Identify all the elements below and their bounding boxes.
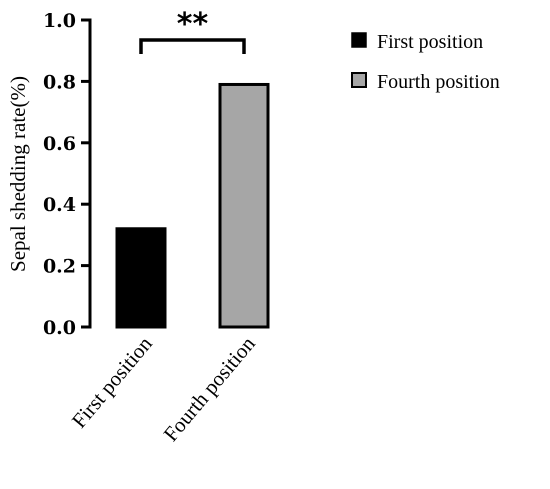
- significance-line: [139, 38, 246, 54]
- y-tick-label: 0.0: [43, 317, 76, 339]
- significance-bracket: **: [139, 7, 246, 54]
- bar-first-position: [115, 227, 167, 329]
- y-axis-label: Sepal shedding rate(%): [6, 76, 30, 272]
- x-tick-label-first-position: First position: [67, 331, 157, 432]
- legend-label-fourth-position: Fourth position: [377, 71, 500, 93]
- bar-fourth-position: [218, 82, 270, 329]
- legend-swatch-fourth-position: [351, 72, 367, 88]
- legend-swatch-first-position: [351, 32, 367, 48]
- y-tick-label: 0.8: [43, 71, 76, 93]
- y-tick-label: 1.0: [43, 10, 76, 32]
- legend: First position Fourth position: [351, 31, 500, 93]
- y-tick-label: 0.4: [43, 194, 76, 216]
- y-axis: 0.0 0.2 0.4 0.6 0.8 1.0: [43, 10, 92, 339]
- bars-group: [115, 82, 270, 329]
- significance-stars: **: [177, 7, 209, 42]
- x-tick-label-fourth-position: Fourth position: [159, 331, 261, 446]
- y-tick-label: 0.6: [43, 133, 76, 155]
- legend-label-first-position: First position: [377, 31, 483, 53]
- x-axis-labels: First position Fourth position: [67, 331, 260, 446]
- y-tick-label: 0.2: [43, 256, 76, 278]
